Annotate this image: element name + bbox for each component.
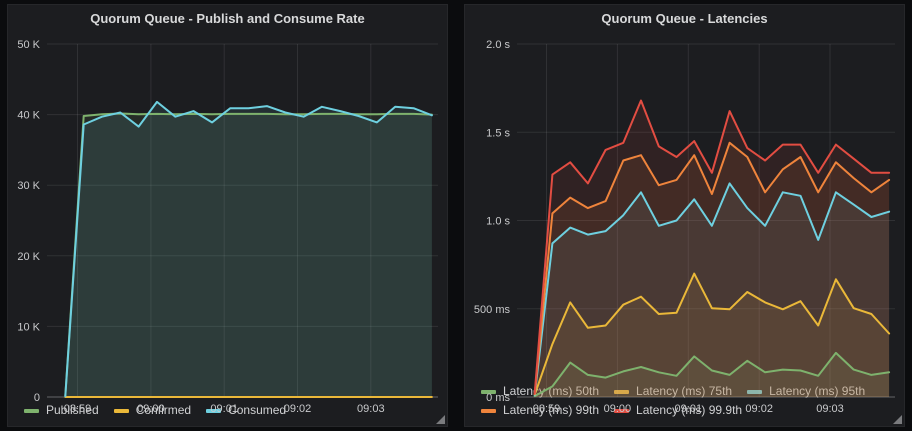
- legend-swatch: [614, 408, 630, 413]
- legend-item-latency-ms-50th[interactable]: Latency (ms) 50th: [481, 383, 599, 400]
- x-axis-tick-label: 09:01: [210, 403, 238, 415]
- legend-label: Latency (ms) 75th: [636, 384, 733, 398]
- legend-label: Latency (ms) 95th: [769, 384, 866, 398]
- y-axis-tick-label: 20 K: [17, 251, 40, 263]
- latencies-legend: Latency (ms) 50th Latency (ms) 75th Latenc…: [465, 382, 904, 426]
- series-line-published: [64, 112, 433, 397]
- y-axis-tick-label: 1.5 s: [486, 127, 510, 139]
- panel-latencies: Quorum Queue - Latencies 08:59 09:00 09:01…: [464, 4, 905, 427]
- legend-item-latency-ms-95th[interactable]: Latency (ms) 95th: [747, 383, 865, 400]
- x-axis-tick-label: 09:00: [137, 403, 165, 415]
- y-axis-tick-label: 50 K: [17, 39, 40, 51]
- legend-label: Published: [46, 403, 99, 417]
- legend-swatch: [206, 408, 222, 413]
- series-area-latency-ms-50th: [534, 352, 890, 397]
- legend-item-latency-ms-99th[interactable]: Latency (ms) 99th: [481, 402, 599, 419]
- x-axis-tick-label: 09:00: [604, 403, 632, 415]
- legend-item-confirmed[interactable]: Confirmed: [113, 402, 192, 419]
- panel-title-publish-consume-rate[interactable]: Quorum Queue - Publish and Consume Rate: [90, 11, 365, 26]
- x-axis-tick-label: 09:01: [675, 403, 703, 415]
- legend-swatch: [24, 408, 39, 413]
- legend-swatch: [481, 389, 496, 394]
- x-axis-tick-label: 09:02: [745, 403, 773, 415]
- legend-swatch: [481, 408, 496, 413]
- legend-label: Latency (ms) 99th: [503, 403, 600, 417]
- publish-consume-rate-chart-plot[interactable]: 08:59 09:00 09:01 09:02 09:03 0 10 K 20 K 30 K 40…: [8, 32, 447, 415]
- y-axis-tick-label: 2.0 s: [486, 39, 510, 51]
- y-axis-tick-label: 0: [34, 392, 40, 404]
- series-line-latency-ms-95th: [533, 182, 891, 397]
- series-area-latency-ms-99-9th: [534, 100, 890, 397]
- series-line-consumed: [64, 100, 433, 398]
- series-area-latency-ms-95th: [534, 183, 890, 397]
- series-line-latency-ms-99th: [533, 141, 891, 396]
- legend-label: Confirmed: [135, 403, 192, 417]
- legend-swatch: [747, 389, 763, 394]
- x-axis-tick-label: 09:03: [357, 403, 385, 415]
- series-line-latency-ms-50th: [533, 351, 891, 398]
- legend-item-consumed[interactable]: Consumed: [206, 402, 286, 419]
- series-area-latency-ms-99th: [534, 142, 890, 397]
- x-axis-tick-label: 09:02: [284, 403, 312, 415]
- y-axis-tick-label: 500 ms: [474, 304, 511, 316]
- y-axis-tick-label: 10 K: [17, 321, 40, 333]
- series-area-latency-ms-75th: [534, 273, 890, 397]
- y-axis-tick-label: 0 ms: [486, 392, 510, 404]
- panel-publish-consume-rate: Quorum Queue - Publish and Consume Rate …: [7, 4, 448, 427]
- legend-swatch: [614, 389, 630, 394]
- legend-label: Latency (ms) 99.9th: [636, 403, 743, 417]
- x-axis-tick-label: 08:59: [533, 403, 561, 415]
- chart-svg: 08:59 09:00 09:01 09:02 09:03 0 10 K 20 K 30 K 40…: [17, 39, 438, 415]
- legend-label: Consumed: [228, 403, 287, 417]
- legend-item-latency-ms-99-9th[interactable]: Latency (ms) 99.9th: [614, 402, 742, 419]
- series-line-latency-ms-99-9th: [533, 99, 891, 395]
- y-axis-tick-label: 40 K: [17, 110, 40, 122]
- series-area-published: [65, 113, 432, 397]
- chart-svg: 08:59 09:00 09:01 09:02 09:03 0 ms 500 ms 1.0 s…: [474, 39, 895, 415]
- panel-resize-handle-icon[interactable]: [436, 415, 445, 424]
- legend-item-latency-ms-75th[interactable]: Latency (ms) 75th: [614, 383, 732, 400]
- latencies-chart-plot[interactable]: 08:59 09:00 09:01 09:02 09:03 0 ms 500 ms 1.0 s…: [465, 32, 904, 415]
- y-axis-tick-label: 1.0 s: [486, 216, 510, 228]
- x-axis-tick-label: 08:59: [64, 403, 92, 415]
- publish-consume-rate-legend: Published Confirmed Consumed: [8, 401, 447, 426]
- legend-item-published[interactable]: Published: [24, 402, 99, 419]
- y-axis-tick-label: 30 K: [17, 180, 40, 192]
- x-axis-tick-label: 09:03: [816, 403, 844, 415]
- series-area-consumed: [65, 101, 432, 398]
- legend-label: Latency (ms) 50th: [503, 384, 600, 398]
- legend-swatch: [113, 408, 129, 413]
- series-line-latency-ms-75th: [533, 272, 891, 396]
- panel-resize-handle-icon[interactable]: [893, 415, 902, 424]
- panel-title-latencies[interactable]: Quorum Queue - Latencies: [601, 11, 768, 26]
